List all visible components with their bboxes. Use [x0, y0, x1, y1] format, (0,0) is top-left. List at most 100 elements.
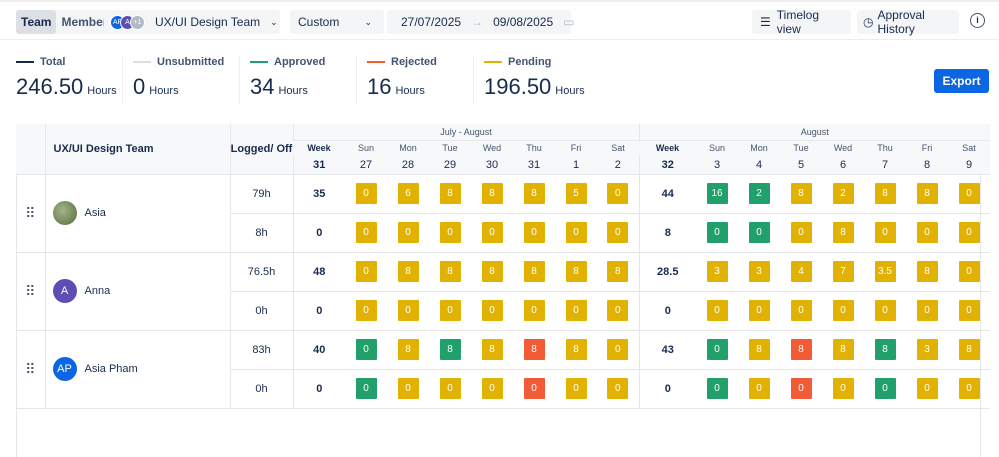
day-hours-cell[interactable]: 8	[481, 339, 503, 360]
day-hours-cell[interactable]: 8	[790, 339, 812, 360]
day-hours-cell[interactable]: 0	[748, 300, 770, 321]
day-hours-cell[interactable]: 0	[748, 222, 770, 243]
day-hours-cell[interactable]: 0	[958, 183, 980, 204]
day-hours-cell[interactable]: 8	[874, 339, 896, 360]
day-hours-cell[interactable]: 8	[874, 183, 896, 204]
day-hours-cell[interactable]: 5	[565, 183, 587, 204]
info-icon[interactable]: i	[970, 13, 985, 28]
day-hours-cell[interactable]: 0	[355, 222, 377, 243]
day-hours-cell[interactable]: 0	[832, 378, 854, 399]
day-hours-cell[interactable]: 0	[397, 222, 419, 243]
day-hours-cell[interactable]: 8	[565, 261, 587, 282]
day-hours-cell[interactable]: 8	[481, 261, 503, 282]
day-hours-cell[interactable]: 8	[607, 261, 629, 282]
day-hours-cell[interactable]: 0	[832, 300, 854, 321]
day-hours-cell[interactable]: 8	[397, 339, 419, 360]
day-hours-cell[interactable]: 0	[958, 378, 980, 399]
day-hours-cell[interactable]: 8	[439, 183, 461, 204]
day-hours-cell[interactable]: 0	[607, 378, 629, 399]
day-hours-cell[interactable]: 8	[748, 339, 770, 360]
day-hours-cell[interactable]: 8	[397, 261, 419, 282]
day-hours-cell[interactable]: 8	[832, 339, 854, 360]
day-hours-cell[interactable]: 0	[481, 300, 503, 321]
day-hours-cell[interactable]: 0	[607, 183, 629, 204]
day-hours-cell[interactable]: 0	[565, 222, 587, 243]
day-hours-cell[interactable]: 0	[439, 378, 461, 399]
day-hours-cell[interactable]: 0	[916, 378, 938, 399]
day-name: Tue	[780, 140, 822, 156]
range-select[interactable]: Custom ⌄	[290, 10, 384, 34]
day-hours-cell[interactable]: 0	[874, 222, 896, 243]
tab-team[interactable]: Team	[16, 10, 57, 34]
day-hours-cell[interactable]: 0	[958, 300, 980, 321]
day-hours-cell[interactable]: 0	[523, 222, 545, 243]
day-hours-cell[interactable]: 2	[748, 183, 770, 204]
day-hours-cell[interactable]: 3.5	[874, 261, 896, 282]
day-hours-cell[interactable]: 8	[790, 183, 812, 204]
day-hours-cell[interactable]: 0	[523, 378, 545, 399]
day-hours-cell[interactable]: 3	[748, 261, 770, 282]
day-hours-cell[interactable]: 0	[607, 339, 629, 360]
day-hours-cell[interactable]: 0	[958, 222, 980, 243]
day-hours-cell[interactable]: 16	[706, 183, 728, 204]
date-range-picker[interactable]: 27/07/2025 → 09/08/2025 ▭	[387, 10, 574, 34]
day-hours-cell[interactable]: 0	[355, 300, 377, 321]
day-hours-cell[interactable]: 0	[565, 300, 587, 321]
drag-handle-icon[interactable]: ⠿	[16, 252, 45, 331]
day-hours-cell[interactable]: 0	[790, 222, 812, 243]
day-hours-cell[interactable]: 0	[874, 378, 896, 399]
day-hours-cell[interactable]: 8	[523, 339, 545, 360]
day-hours-cell[interactable]: 0	[481, 378, 503, 399]
day-hours-cell[interactable]: 0	[523, 300, 545, 321]
member-cell[interactable]: A Anna	[44, 252, 230, 331]
drag-handle-icon[interactable]: ⠿	[16, 174, 45, 253]
member-cell[interactable]: Asia	[44, 174, 230, 253]
day-hours-cell[interactable]: 8	[832, 222, 854, 243]
day-hours-cell[interactable]: 0	[706, 339, 728, 360]
day-hours-cell[interactable]: 8	[439, 261, 461, 282]
day-hours-cell[interactable]: 0	[355, 261, 377, 282]
day-hours-cell[interactable]: 3	[916, 339, 938, 360]
day-hours-cell[interactable]: 0	[916, 300, 938, 321]
member-cell[interactable]: AP Asia Pham	[44, 330, 230, 409]
day-hours-cell[interactable]: 0	[355, 339, 377, 360]
day-hours-cell[interactable]: 0	[607, 222, 629, 243]
day-hours-cell[interactable]: 0	[958, 261, 980, 282]
day-hours-cell[interactable]: 0	[706, 222, 728, 243]
day-hours-cell[interactable]: 0	[706, 378, 728, 399]
day-hours-cell[interactable]: 6	[397, 183, 419, 204]
team-select[interactable]: AP A +1 UX/UI Design Team ⌄	[104, 10, 280, 34]
day-hours-cell[interactable]: 8	[439, 339, 461, 360]
day-hours-cell[interactable]: 3	[706, 261, 728, 282]
day-hours-cell[interactable]: 8	[523, 261, 545, 282]
day-hours-cell[interactable]: 2	[832, 183, 854, 204]
day-hours-cell[interactable]: 8	[523, 183, 545, 204]
day-hours-cell[interactable]: 8	[481, 183, 503, 204]
day-hours-cell[interactable]: 0	[439, 300, 461, 321]
export-button[interactable]: Export	[934, 69, 989, 93]
day-hours-cell[interactable]: 0	[874, 300, 896, 321]
tab-member[interactable]: Member	[61, 15, 108, 29]
day-hours-cell[interactable]: 0	[565, 378, 587, 399]
day-hours-cell[interactable]: 8	[958, 339, 980, 360]
day-hours-cell[interactable]: 0	[706, 300, 728, 321]
day-hours-cell[interactable]: 0	[607, 300, 629, 321]
day-hours-cell[interactable]: 0	[397, 378, 419, 399]
approval-history-button[interactable]: ◷ Approval History	[857, 8, 959, 36]
day-hours-cell[interactable]: 0	[355, 183, 377, 204]
day-hours-cell[interactable]: 0	[790, 378, 812, 399]
day-hours-cell[interactable]: 8	[565, 339, 587, 360]
day-hours-cell[interactable]: 0	[355, 378, 377, 399]
day-hours-cell[interactable]: 0	[439, 222, 461, 243]
day-hours-cell[interactable]: 0	[916, 222, 938, 243]
day-hours-cell[interactable]: 7	[832, 261, 854, 282]
drag-handle-icon[interactable]: ⠿	[16, 330, 45, 409]
day-hours-cell[interactable]: 0	[790, 300, 812, 321]
day-hours-cell[interactable]: 4	[790, 261, 812, 282]
day-hours-cell[interactable]: 0	[397, 300, 419, 321]
day-hours-cell[interactable]: 0	[481, 222, 503, 243]
day-hours-cell[interactable]: 0	[748, 378, 770, 399]
day-hours-cell[interactable]: 8	[916, 261, 938, 282]
day-hours-cell[interactable]: 8	[916, 183, 938, 204]
timelog-view-button[interactable]: ☰ Timelog view	[752, 8, 851, 36]
